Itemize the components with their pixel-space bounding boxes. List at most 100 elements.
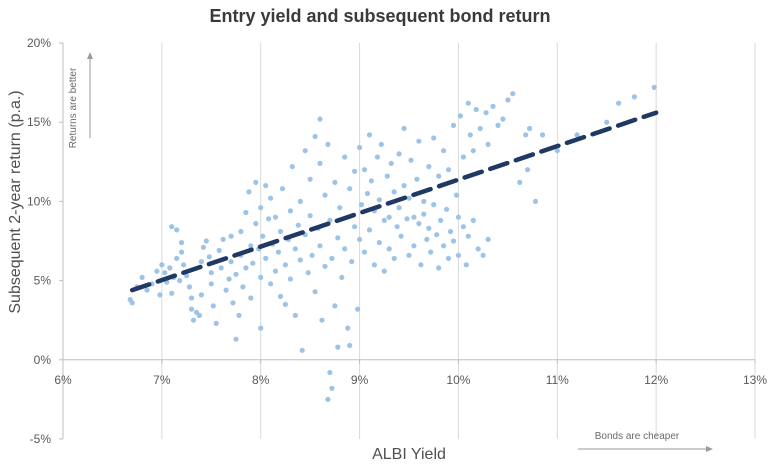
data-point [268,195,274,201]
data-point [282,301,288,307]
data-point [376,240,382,246]
data-point [277,228,284,235]
data-point [357,144,363,151]
data-point [631,94,638,100]
data-point [233,271,239,277]
data-point [386,246,392,252]
data-point [275,249,282,255]
data-point [394,224,400,230]
data-points [127,84,657,402]
data-point [388,160,394,166]
y-tick-label: 10% [27,194,51,208]
data-point [162,270,168,276]
data-point [279,186,286,192]
data-point [347,186,353,192]
data-point [349,259,355,265]
data-point [357,236,363,242]
data-point [282,262,288,268]
data-point [470,217,476,223]
data-point [144,287,150,293]
data-point [258,274,264,280]
data-point [500,116,506,122]
data-point [243,265,249,271]
data-point [447,228,454,235]
x-tick-label: 7% [153,373,171,387]
data-point [352,168,358,174]
data-point [485,236,491,242]
axes [59,42,756,440]
data-point [495,122,501,128]
data-point [453,192,460,198]
data-point [186,284,193,290]
data-point [406,252,412,258]
data-point [312,133,318,140]
data-point [302,148,308,154]
data-point [361,167,368,173]
data-point [460,154,466,160]
data-point [206,254,212,260]
data-point [200,244,206,250]
data-point [465,233,471,239]
y-annotation: Returns are better [68,52,93,148]
data-point [287,208,293,214]
data-point [517,179,523,185]
data-point [381,268,387,274]
data-point [184,273,190,279]
data-point [411,243,417,249]
y-tick-label: 0% [34,353,52,367]
data-point [574,132,580,138]
data-point [457,113,463,119]
data-point [450,238,457,244]
data-point [342,246,348,252]
data-point [450,122,457,128]
data-point [181,262,187,268]
data-point [438,217,444,223]
y-tick-label: 5% [34,274,52,288]
data-point [317,116,323,122]
trendline-group [129,110,659,293]
data-point [455,214,461,220]
data-point [444,206,450,212]
data-point [355,306,361,312]
data-point [431,135,437,141]
data-point [460,224,466,230]
data-point [203,238,209,244]
y-annotation-arrowhead-icon [87,52,93,59]
x-tick-label: 8% [252,373,270,387]
data-point [391,189,397,195]
data-point [263,183,269,189]
data-point [418,262,424,268]
data-point [428,249,434,255]
data-point [483,110,489,116]
data-point [188,306,195,312]
data-point [312,289,318,295]
data-point [401,125,407,132]
data-point [332,179,338,185]
data-point [325,396,331,402]
data-point [396,205,402,211]
data-point [421,211,427,217]
data-point [240,284,246,290]
data-point [465,100,471,106]
data-point [426,164,432,170]
data-point [174,227,180,233]
data-point [376,197,382,203]
data-point [248,243,254,249]
data-point [297,257,303,263]
data-point [441,148,447,154]
data-point [246,189,252,195]
data-point [210,303,216,309]
data-point [616,100,622,106]
data-point [272,268,279,274]
y-annotation-label: Returns are better [68,67,79,148]
data-point [339,274,345,280]
x-tick-label: 10% [446,373,470,387]
data-point [230,300,236,306]
data-point [477,125,483,132]
data-point [364,190,371,197]
data-point [381,217,387,223]
data-point [424,236,430,242]
data-point [277,293,284,299]
data-point [236,312,242,318]
data-point [188,295,195,301]
